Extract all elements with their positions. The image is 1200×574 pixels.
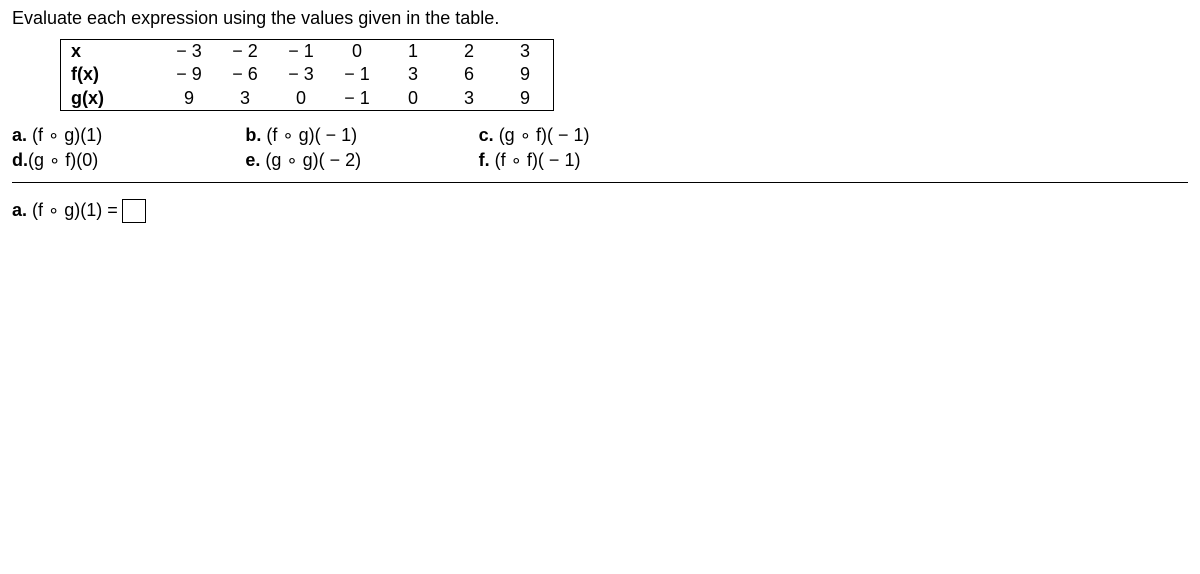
- answer-prompt: a. (f ∘ g)(1) =: [12, 199, 1188, 223]
- cell: 1: [385, 40, 441, 64]
- part-expression: (f ∘ g)( − 1): [266, 125, 357, 145]
- cell: − 1: [329, 87, 385, 111]
- part-expression: (g ∘ f)( − 1): [499, 125, 590, 145]
- part-label: a.: [12, 125, 27, 145]
- part-label: e.: [245, 150, 260, 170]
- instruction-text: Evaluate each expression using the value…: [12, 8, 1188, 29]
- cell: − 9: [161, 63, 217, 86]
- table-row: g(x) 9 3 0 − 1 0 3 9: [61, 87, 554, 111]
- cell: 0: [329, 40, 385, 64]
- part-expression: (f ∘ g)(1): [32, 125, 102, 145]
- part-item: d.(g ∘ f)(0): [12, 148, 245, 173]
- cell: − 1: [273, 40, 329, 64]
- part-expression: (f ∘ f)( − 1): [495, 150, 581, 170]
- part-expression: (g ∘ f)(0): [28, 150, 98, 170]
- cell: 2: [441, 40, 497, 64]
- cell: − 6: [217, 63, 273, 86]
- cell: − 1: [329, 63, 385, 86]
- parts-column: a. (f ∘ g)(1) d.(g ∘ f)(0): [12, 123, 245, 173]
- cell: 3: [497, 40, 554, 64]
- cell: − 3: [161, 40, 217, 64]
- cell: 6: [441, 63, 497, 86]
- question-parts: a. (f ∘ g)(1) d.(g ∘ f)(0) b. (f ∘ g)( −…: [12, 123, 712, 173]
- row-header: x: [61, 40, 162, 64]
- part-item: b. (f ∘ g)( − 1): [245, 123, 478, 148]
- answer-label: a.: [12, 200, 27, 221]
- answer-input[interactable]: [122, 199, 146, 223]
- table-row: x − 3 − 2 − 1 0 1 2 3: [61, 40, 554, 64]
- parts-column: c. (g ∘ f)( − 1) f. (f ∘ f)( − 1): [479, 123, 712, 173]
- part-label: d.: [12, 150, 28, 170]
- cell: − 3: [273, 63, 329, 86]
- table-row: f(x) − 9 − 6 − 3 − 1 3 6 9: [61, 63, 554, 86]
- cell: 3: [385, 63, 441, 86]
- cell: − 2: [217, 40, 273, 64]
- part-label: f.: [479, 150, 490, 170]
- cell: 3: [217, 87, 273, 111]
- cell: 9: [497, 63, 554, 86]
- row-header: f(x): [61, 63, 162, 86]
- part-label: c.: [479, 125, 494, 145]
- part-item: e. (g ∘ g)( − 2): [245, 148, 478, 173]
- part-item: c. (g ∘ f)( − 1): [479, 123, 712, 148]
- function-table: x − 3 − 2 − 1 0 1 2 3 f(x) − 9 − 6 − 3 −…: [60, 39, 1188, 111]
- cell: 9: [161, 87, 217, 111]
- part-item: a. (f ∘ g)(1): [12, 123, 245, 148]
- part-label: b.: [245, 125, 261, 145]
- divider: [12, 182, 1188, 183]
- row-header: g(x): [61, 87, 162, 111]
- part-expression: (g ∘ g)( − 2): [265, 150, 361, 170]
- answer-expression: (f ∘ g)(1) =: [32, 200, 118, 221]
- cell: 9: [497, 87, 554, 111]
- cell: 3: [441, 87, 497, 111]
- parts-column: b. (f ∘ g)( − 1) e. (g ∘ g)( − 2): [245, 123, 478, 173]
- cell: 0: [273, 87, 329, 111]
- cell: 0: [385, 87, 441, 111]
- part-item: f. (f ∘ f)( − 1): [479, 148, 712, 173]
